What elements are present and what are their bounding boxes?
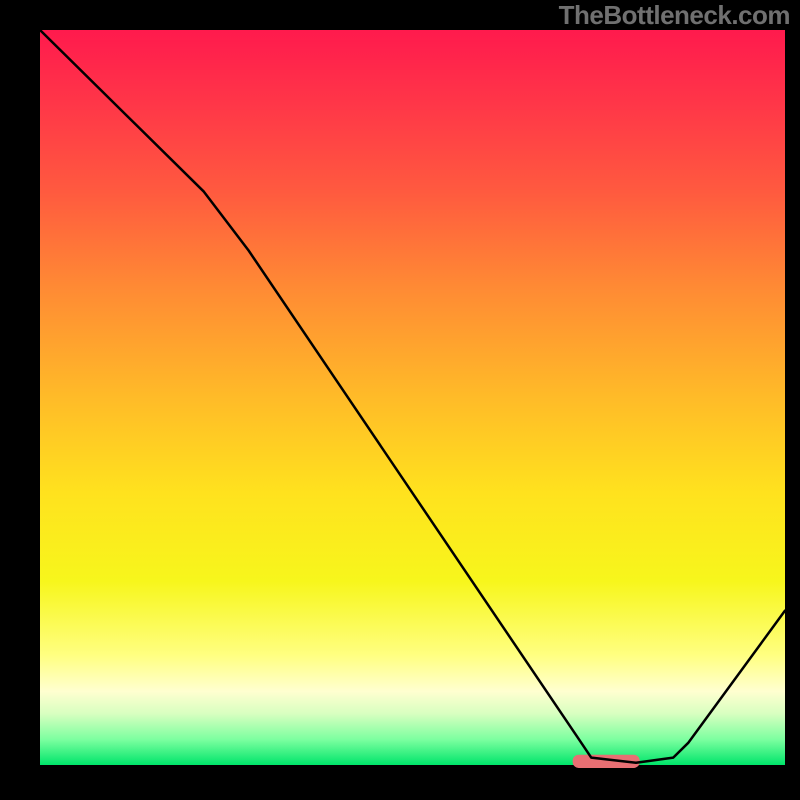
watermark-label: TheBottleneck.com [559,0,790,31]
bottleneck-chart [0,0,800,800]
